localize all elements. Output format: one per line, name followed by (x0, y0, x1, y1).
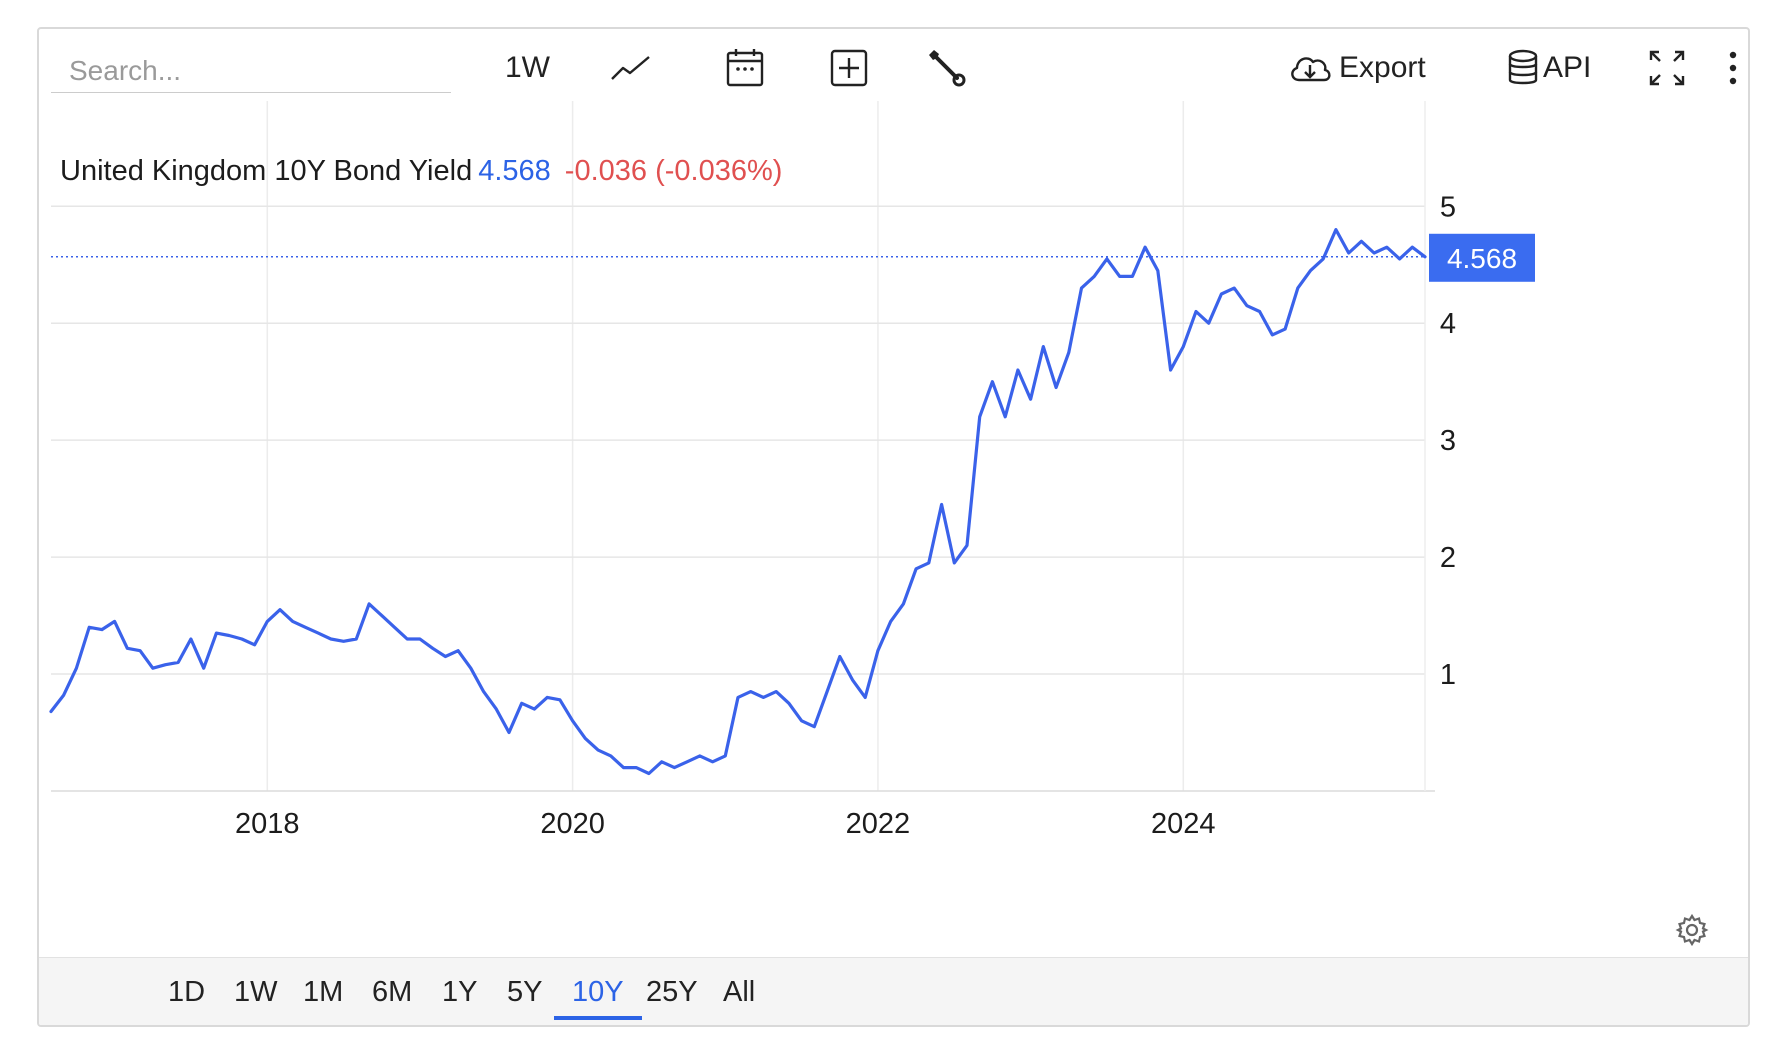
x-tick-label: 2020 (540, 808, 605, 840)
export-button[interactable]: Export (1287, 43, 1426, 93)
range-button-1d[interactable]: 1D (168, 976, 206, 1008)
range-button-10y[interactable]: 10Y (572, 976, 624, 1008)
line-chart-button[interactable] (609, 43, 653, 93)
range-button-all[interactable]: All (723, 976, 756, 1008)
x-tick-label: 2022 (846, 808, 911, 840)
y-tick-label: 5 (1440, 191, 1456, 223)
range-button-6m[interactable]: 6M (372, 976, 413, 1008)
api-button[interactable]: API (1507, 43, 1591, 93)
interval-button[interactable]: 1W (505, 43, 550, 93)
fullscreen-button[interactable] (1647, 43, 1687, 93)
range-bar: 1D 1W 1M 6M 1Y 5Y 10Y 25Y All (39, 957, 1748, 1025)
search-input[interactable] (51, 49, 451, 93)
price-tag-label: 4.568 (1447, 243, 1517, 274)
range-button-1m[interactable]: 1M (303, 976, 344, 1008)
x-tick-label: 2024 (1151, 808, 1216, 840)
active-range-underline (554, 1016, 642, 1020)
calendar-icon (725, 47, 765, 89)
range-button-1y[interactable]: 1Y (442, 976, 478, 1008)
y-tick-label: 1 (1440, 659, 1456, 691)
gear-icon (1675, 913, 1709, 951)
more-vertical-icon (1727, 48, 1739, 88)
more-button[interactable] (1727, 43, 1739, 93)
x-tick-label: 2018 (235, 808, 300, 840)
range-button-25y[interactable]: 25Y (646, 976, 698, 1008)
fullscreen-icon (1647, 48, 1687, 88)
y-tick-label: 4 (1440, 308, 1456, 340)
y-tick-label: 3 (1440, 425, 1456, 457)
wrench-icon (925, 46, 969, 90)
series-value: 4.568 (478, 155, 551, 187)
chart-legend: United Kingdom 10Y Bond Yield 4.568 -0.036… (60, 155, 782, 188)
range-button-5y[interactable]: 5Y (507, 976, 543, 1008)
export-label: Export (1339, 51, 1426, 84)
series-name: United Kingdom 10Y Bond Yield (60, 155, 473, 187)
chart-widget: 2018 2020 2022 2024 1 2 3 4 5 4.568 1W (37, 27, 1750, 1027)
line-chart-icon (609, 51, 653, 85)
chart-plot: 2018 2020 2022 2024 1 2 3 4 5 4.568 (49, 101, 1535, 840)
tools-button[interactable] (925, 43, 969, 93)
toolbar: 1W (39, 29, 1748, 109)
price-tag: 4.568 (1429, 233, 1535, 282)
chart-settings-button[interactable] (1675, 913, 1709, 952)
api-label: API (1543, 51, 1592, 84)
range-button-1w[interactable]: 1W (234, 976, 278, 1008)
compare-button[interactable] (829, 43, 869, 93)
y-tick-label: 2 (1440, 542, 1456, 574)
series-line (49, 228, 1427, 776)
interval-label: 1W (505, 51, 550, 84)
calendar-button[interactable] (725, 43, 765, 93)
cloud-download-icon (1287, 50, 1333, 86)
series-change: -0.036 (-0.036%) (564, 155, 783, 187)
plus-box-icon (829, 48, 869, 88)
database-icon (1507, 49, 1539, 87)
